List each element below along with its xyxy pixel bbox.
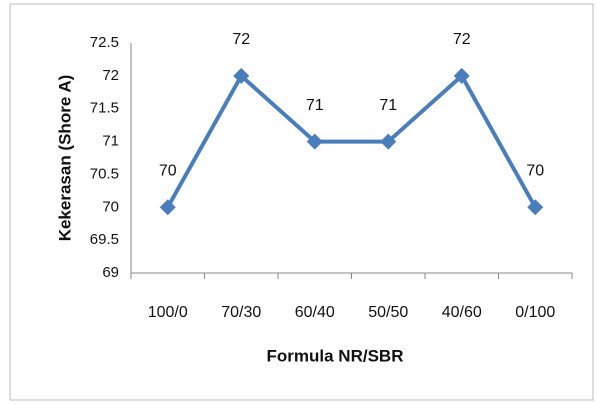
marker bbox=[159, 199, 176, 216]
y-tick-label: 69.5 bbox=[90, 231, 119, 248]
y-tick-label: 71 bbox=[102, 133, 119, 150]
y-tick-label: 71.5 bbox=[90, 100, 119, 117]
data-label: 72 bbox=[453, 31, 471, 48]
x-tick-label: 70/30 bbox=[221, 304, 261, 321]
marker bbox=[527, 199, 544, 216]
x-tick-label: 50/50 bbox=[368, 304, 408, 321]
data-label: 70 bbox=[159, 163, 177, 180]
marker bbox=[306, 133, 323, 150]
data-label: 70 bbox=[526, 163, 544, 180]
x-axis-title: Formula NR/SBR bbox=[267, 346, 404, 365]
x-tick-label: 60/40 bbox=[295, 304, 335, 321]
y-tick-label: 70.5 bbox=[90, 165, 119, 182]
y-tick-label: 69 bbox=[102, 264, 119, 281]
y-tick-label: 70 bbox=[102, 198, 119, 215]
data-label: 71 bbox=[306, 97, 324, 114]
marker bbox=[380, 133, 397, 150]
marker bbox=[233, 67, 250, 84]
y-axis-title: Kekerasan (Shore A) bbox=[55, 75, 74, 242]
x-tick-label: 0/100 bbox=[515, 304, 555, 321]
line bbox=[166, 73, 537, 209]
marker bbox=[453, 67, 470, 84]
x-tick-label: 40/60 bbox=[442, 304, 482, 321]
x-tick-label: 100/0 bbox=[148, 304, 188, 321]
data-label: 72 bbox=[232, 31, 250, 48]
y-tick-label: 72 bbox=[102, 67, 119, 84]
chart-frame bbox=[9, 3, 594, 401]
data-label: 71 bbox=[379, 97, 397, 114]
y-tick-label: 72.5 bbox=[90, 34, 119, 51]
